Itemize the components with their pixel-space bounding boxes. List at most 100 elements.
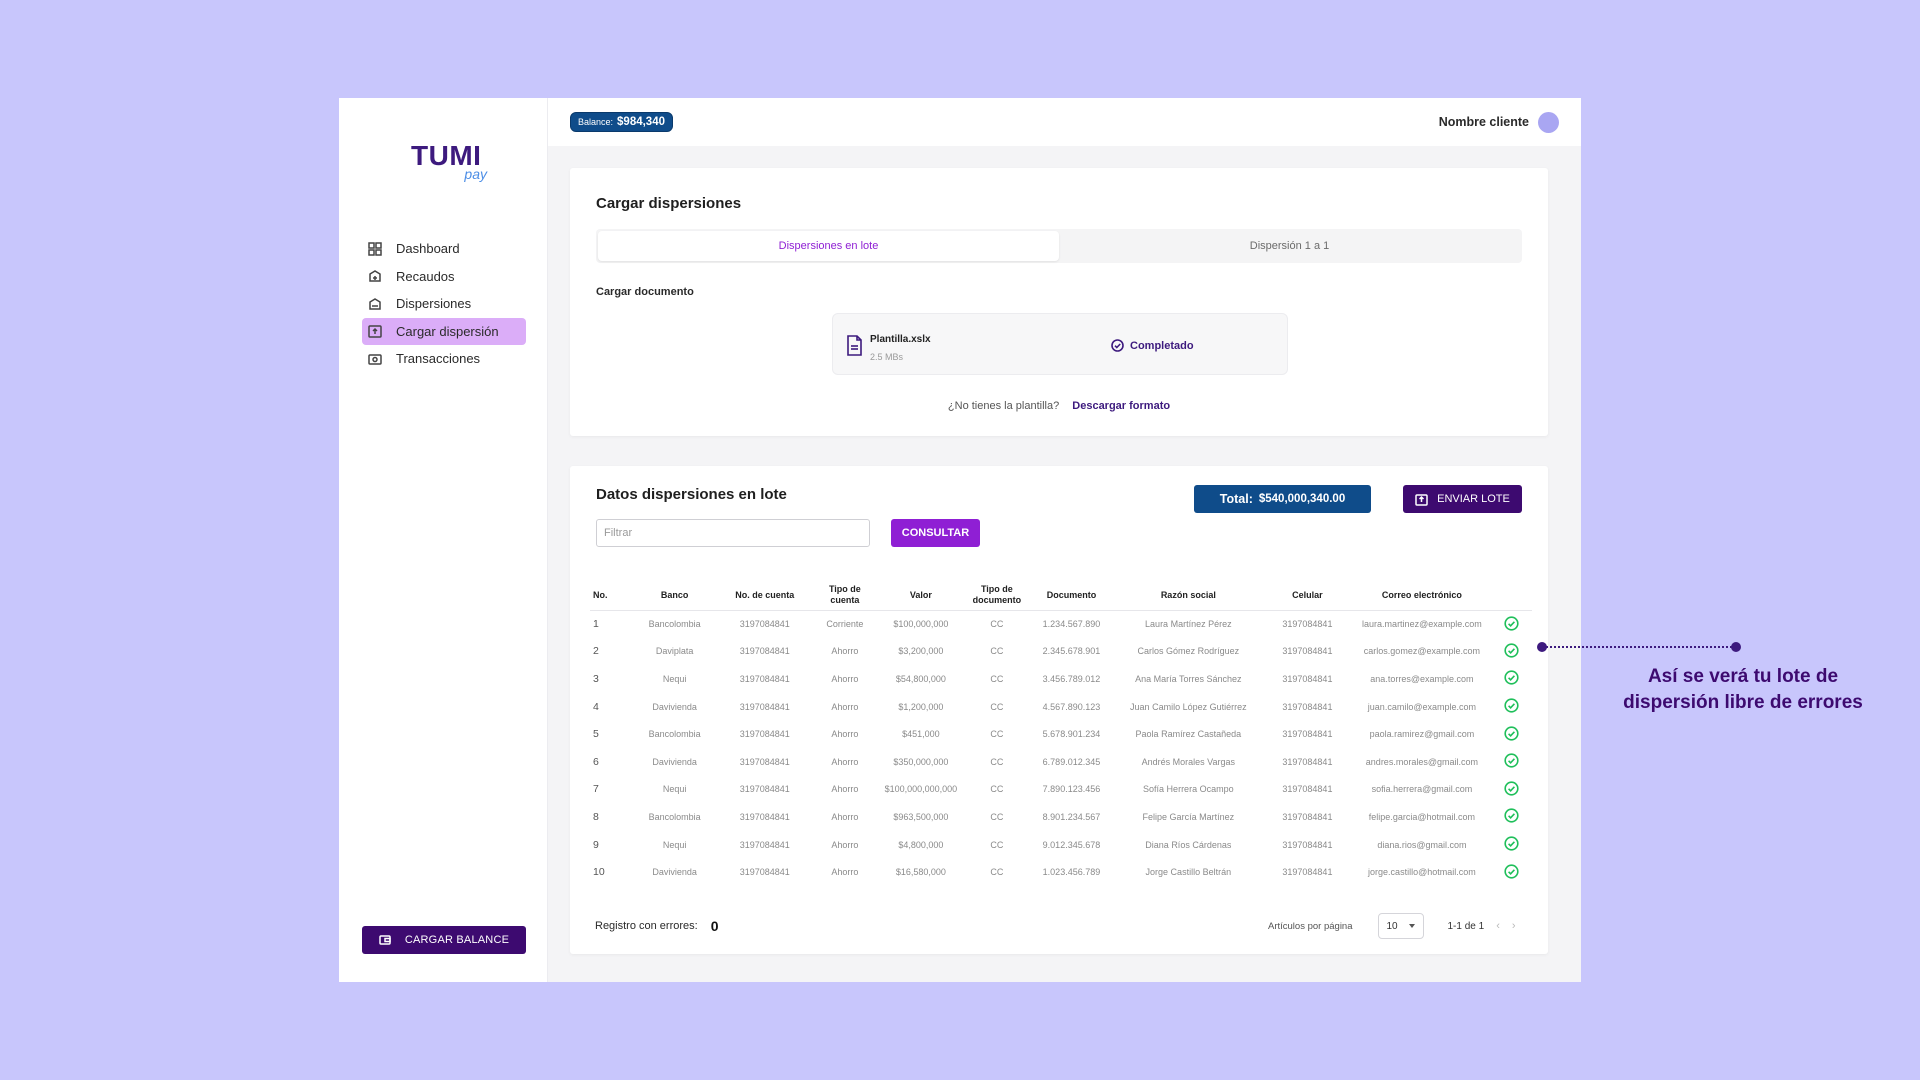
table-cell: Ahorro <box>831 729 859 740</box>
template-line: ¿No tienes la plantilla? Descargar forma… <box>570 400 1548 412</box>
balance-label: Balance: <box>578 117 614 127</box>
table-cell: $16,580,000 <box>895 867 946 878</box>
table-cell: Ahorro <box>831 756 859 767</box>
total-label: Total: <box>1219 492 1253 506</box>
sidebar-item-label: Dashboard <box>396 241 460 256</box>
dispersiones-icon <box>368 297 382 311</box>
balance-value: $984,340 <box>617 116 665 128</box>
table-cell: $3,200,000 <box>898 646 944 657</box>
check-circle-icon <box>1504 808 1520 824</box>
table-row[interactable]: 5 Bancolombia 3197084841 Ahorro $451,000 CC 5.… <box>590 720 1532 748</box>
upload-icon <box>1415 493 1428 506</box>
table-cell: Carlos Gómez Rodríguez <box>1137 646 1240 657</box>
enviar-lote-button[interactable]: ENVIAR LOTE <box>1403 485 1522 513</box>
table-cell: laura.martinez@example.com <box>1362 619 1482 630</box>
chevron-left-icon[interactable]: ‹ <box>1496 920 1500 932</box>
table-cell: juan.camilo@example.com <box>1367 701 1476 712</box>
table-cell: Juan Camilo López Gutiérrez <box>1130 701 1247 712</box>
sidebar-item-transacciones[interactable]: Transacciones <box>362 345 526 372</box>
table-cell: 3197084841 <box>1282 784 1333 795</box>
file-name: Plantilla.xslx <box>870 334 931 345</box>
total-badge: Total: $540,000,340.00 <box>1194 485 1371 513</box>
table-cell: Jorge Castillo Beltrán <box>1145 867 1232 878</box>
errors-count: 0 <box>710 918 719 934</box>
table-cell: $963,500,000 <box>893 811 949 822</box>
file-upload-box[interactable]: Plantilla.xslx 2.5 MBs Completado <box>832 313 1288 375</box>
row-status-cell <box>1492 803 1532 831</box>
cargar-documento-label: Cargar documento <box>596 286 694 298</box>
sidebar-item-cargar-dispersi-n[interactable]: Cargar dispersión <box>362 317 526 345</box>
table-cell: 1.234.567.890 <box>1042 619 1101 630</box>
check-circle-icon <box>1504 781 1520 796</box>
tab-dispersion-1-a-1[interactable]: Dispersión 1 a 1 <box>1249 240 1330 252</box>
table-cell: Nequi <box>662 673 687 684</box>
chevron-right-icon[interactable]: › <box>1511 920 1516 932</box>
sidebar-item-dashboard[interactable]: Dashboard <box>362 235 526 262</box>
per-page-select[interactable]: 10 <box>1377 913 1424 939</box>
table-row[interactable]: 7 Nequi 3197084841 Ahorro $100,000,000,000 CC… <box>590 776 1532 804</box>
table-cell: CC <box>990 619 1004 630</box>
table-cell: 1.023.456.789 <box>1042 867 1101 878</box>
row-status-cell <box>1492 720 1532 748</box>
page-range: 1-1 de 1 <box>1447 920 1485 932</box>
sidebar-item-dispersiones[interactable]: Dispersiones <box>362 290 526 317</box>
check-circle-icon <box>1504 753 1520 768</box>
table-cell: CC <box>990 839 1004 850</box>
table-header-row: No. Banco No. de cuenta Tipo de cuenta Valor… <box>590 580 1532 611</box>
table-cell: 9 <box>593 838 599 851</box>
table-row[interactable]: 4 Davivienda 3197084841 Ahorro $1,200,000 CC 4… <box>590 693 1532 721</box>
tab-dispersiones-en-lote[interactable]: Dispersiones en lote <box>598 231 1059 261</box>
consultar-button[interactable]: CONSULTAR <box>891 519 980 547</box>
table-row[interactable]: 1 Bancolombia 3197084841 Corriente $100,000,… <box>590 610 1532 638</box>
table-cell: 7 <box>593 783 599 796</box>
wallet-icon <box>379 934 391 946</box>
errors-summary: Registro con errores: 0 <box>595 918 719 934</box>
table-cell: CC <box>990 784 1004 795</box>
sidebar-item-label: Dispersiones <box>396 296 472 312</box>
table-cell: 7.890.123.456 <box>1042 784 1101 795</box>
table-cell: 9.012.345.678 <box>1042 839 1101 850</box>
errors-label: Registro con errores: <box>595 920 698 932</box>
column-header: Valor <box>877 580 965 611</box>
file-icon <box>846 335 863 356</box>
filter-input[interactable] <box>596 519 870 547</box>
table-cell: Daviplata <box>655 646 694 657</box>
table-cell: andres.morales@gmail.com <box>1365 756 1478 767</box>
table-cell: 6.789.012.345 <box>1042 756 1101 767</box>
upload-status: Completado <box>1111 339 1194 352</box>
table-cell: Davivienda <box>652 756 697 767</box>
table-cell: $350,000,000 <box>893 756 949 767</box>
table-row[interactable]: 6 Davivienda 3197084841 Ahorro $350,000,000 C… <box>590 748 1532 776</box>
table-cell: carlos.gomez@example.com <box>1363 646 1480 657</box>
sidebar-nav: Dashboard Recaudos Dispersiones Cargar disp… <box>362 235 526 373</box>
table-cell: 3.456.789.012 <box>1042 673 1101 684</box>
table-cell: 3197084841 <box>739 839 790 850</box>
table-row[interactable]: 10 Davivienda 3197084841 Ahorro $16,580,000 C… <box>590 858 1532 886</box>
table-cell: 3197084841 <box>1282 619 1333 630</box>
avatar[interactable] <box>1538 111 1559 133</box>
table-row[interactable]: 9 Nequi 3197084841 Ahorro $4,800,000 CC 9.012.… <box>590 831 1532 859</box>
sidebar-item-label: Transacciones <box>396 351 481 367</box>
column-header: Correo electrónico <box>1351 580 1492 611</box>
table-cell: jorge.castillo@hotmail.com <box>1368 867 1476 878</box>
annotation-dot-end <box>1731 642 1741 652</box>
table-row[interactable]: 2 Daviplata 3197084841 Ahorro $3,200,000 CC 2.… <box>590 638 1532 666</box>
logo: TUMI pay <box>411 142 491 183</box>
table-cell: Corriente <box>826 619 864 630</box>
client-menu[interactable]: Nombre cliente <box>1438 111 1559 133</box>
sidebar-item-recaudos[interactable]: Recaudos <box>362 263 526 290</box>
column-header: Banco <box>632 580 717 611</box>
total-value: $540,000,340.00 <box>1258 493 1346 505</box>
table-row[interactable]: 8 Bancolombia 3197084841 Ahorro $963,500,000… <box>590 803 1532 831</box>
table-cell: 5 <box>593 728 599 741</box>
check-circle-icon <box>1504 670 1520 686</box>
table-cell: Ahorro <box>831 673 859 684</box>
cargar-balance-button[interactable]: CARGAR BALANCE <box>362 926 526 954</box>
balance-badge: Balance: $984,340 <box>570 112 673 132</box>
per-page-label: Artículos por página <box>1268 920 1353 932</box>
table-cell: Ahorro <box>831 646 859 657</box>
batch-table: No. Banco No. de cuenta Tipo de cuenta Valor… <box>590 580 1532 886</box>
table-row[interactable]: 3 Nequi 3197084841 Ahorro $54,800,000 CC 3.456… <box>590 665 1532 693</box>
client-name: Nombre cliente <box>1438 115 1529 129</box>
download-template-link[interactable]: Descargar formato <box>1072 400 1171 412</box>
